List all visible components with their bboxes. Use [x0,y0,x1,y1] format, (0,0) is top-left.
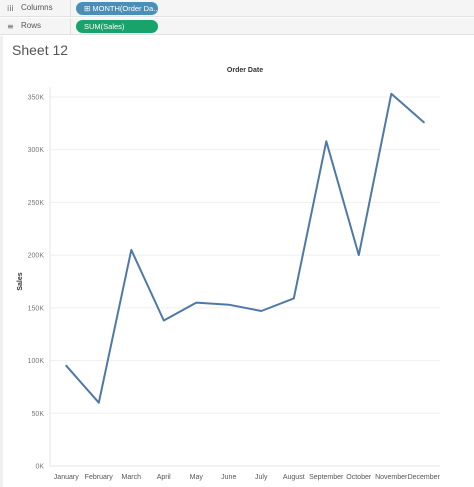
x-tick-label: November [375,474,408,481]
x-tick-label: July [255,474,268,481]
y-tick-label: 250K [28,200,45,207]
sum-sales-pill-label: SUM(Sales) [84,22,125,31]
x-tick-label: January [54,474,79,481]
x-tick-label: October [346,474,372,481]
x-tick-label: August [283,474,305,481]
rows-shelf: ≡ Rows SUM(Sales) [0,18,474,35]
y-tick-label: 100K [28,358,45,365]
x-tick-label: February [85,474,114,481]
y-tick-label: 50K [32,411,45,418]
x-tick-label: December [408,474,441,481]
sheet-title: Sheet 12 [12,42,69,58]
y-tick-label: 150K [28,305,45,312]
rows-icon: ≡ [7,22,14,31]
chart-title: Order Date [227,67,263,74]
x-tick-label: March [122,474,142,481]
month-order-date-pill-label: MONTH(Order Da.. [92,4,158,13]
x-tick-label: September [309,474,344,481]
x-tick-label: May [190,474,204,481]
columns-icon: iii [7,4,14,13]
sum-sales-pill[interactable]: SUM(Sales) [76,20,158,33]
shelf-divider [70,0,71,17]
columns-shelf: iii Columns ⊞ MONTH(Order Da.. [0,0,474,17]
y-tick-label: 0K [35,464,44,471]
y-tick-label: 300K [28,147,45,154]
x-tick-label: April [157,474,171,481]
shelf-divider [70,18,71,35]
rows-shelf-label: Rows [21,21,42,30]
sales-series-line [65,92,425,404]
x-tick-label: June [221,474,236,481]
month-order-date-pill[interactable]: ⊞ MONTH(Order Da.. [76,2,158,15]
y-tick-label: 350K [28,95,45,102]
date-field-icon: ⊞ [84,4,91,13]
columns-shelf-label: Columns [21,3,53,12]
left-panel-edge [0,36,3,487]
y-axis-title: Sales [17,272,24,290]
y-tick-label: 200K [28,253,45,260]
